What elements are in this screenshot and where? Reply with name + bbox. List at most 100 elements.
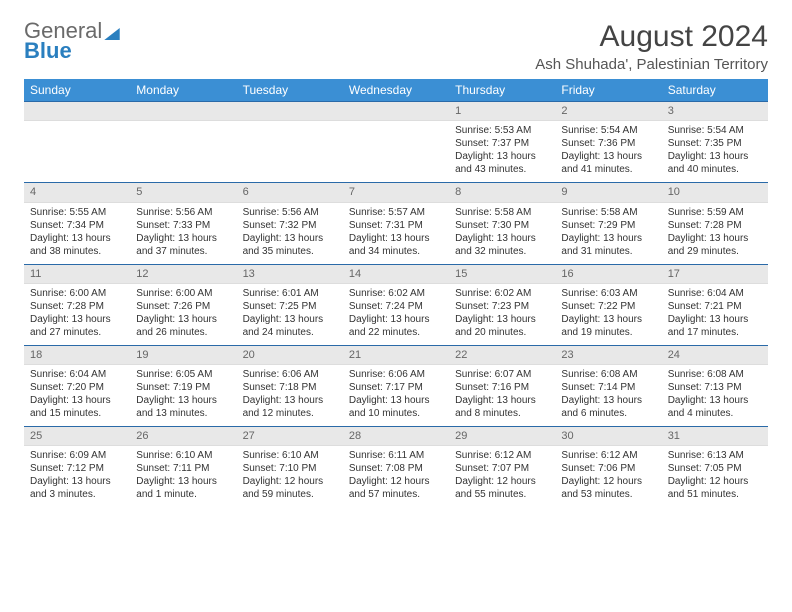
sunset-text: Sunset: 7:34 PM (30, 219, 124, 232)
sunset-text: Sunset: 7:16 PM (455, 381, 549, 394)
sunrise-text: Sunrise: 6:11 AM (349, 449, 443, 462)
day-number: 2 (555, 102, 661, 121)
day-body: Sunrise: 5:59 AMSunset: 7:28 PMDaylight:… (662, 203, 768, 264)
day-body: Sunrise: 6:06 AMSunset: 7:18 PMDaylight:… (237, 365, 343, 426)
daylight-text-1: Daylight: 12 hours (349, 475, 443, 488)
daylight-text-2: and 8 minutes. (455, 407, 549, 420)
day-cell: 1Sunrise: 5:53 AMSunset: 7:37 PMDaylight… (449, 102, 555, 183)
day-cell: 18Sunrise: 6:04 AMSunset: 7:20 PMDayligh… (24, 345, 130, 426)
day-number (24, 102, 130, 121)
sunset-text: Sunset: 7:29 PM (561, 219, 655, 232)
daylight-text-1: Daylight: 13 hours (349, 313, 443, 326)
sunset-text: Sunset: 7:36 PM (561, 137, 655, 150)
day-body: Sunrise: 6:10 AMSunset: 7:10 PMDaylight:… (237, 446, 343, 507)
sunrise-text: Sunrise: 6:09 AM (30, 449, 124, 462)
week-row: 25Sunrise: 6:09 AMSunset: 7:12 PMDayligh… (24, 427, 768, 508)
daylight-text-1: Daylight: 13 hours (136, 475, 230, 488)
daylight-text-2: and 17 minutes. (668, 326, 762, 339)
sunrise-text: Sunrise: 6:04 AM (30, 368, 124, 381)
sunrise-text: Sunrise: 5:54 AM (668, 124, 762, 137)
day-cell (24, 102, 130, 183)
daylight-text-2: and 4 minutes. (668, 407, 762, 420)
daylight-text-2: and 29 minutes. (668, 245, 762, 258)
day-cell: 5Sunrise: 5:56 AMSunset: 7:33 PMDaylight… (130, 183, 236, 264)
day-cell: 14Sunrise: 6:02 AMSunset: 7:24 PMDayligh… (343, 264, 449, 345)
day-number: 24 (662, 346, 768, 365)
col-friday: Friday (555, 79, 661, 102)
day-body: Sunrise: 5:54 AMSunset: 7:36 PMDaylight:… (555, 121, 661, 182)
sunrise-text: Sunrise: 6:08 AM (561, 368, 655, 381)
daylight-text-1: Daylight: 13 hours (668, 150, 762, 163)
day-number: 9 (555, 183, 661, 202)
day-body (343, 121, 449, 178)
day-cell: 17Sunrise: 6:04 AMSunset: 7:21 PMDayligh… (662, 264, 768, 345)
sunset-text: Sunset: 7:21 PM (668, 300, 762, 313)
day-body (24, 121, 130, 178)
day-body: Sunrise: 5:55 AMSunset: 7:34 PMDaylight:… (24, 203, 130, 264)
daylight-text-2: and 34 minutes. (349, 245, 443, 258)
month-title: August 2024 (535, 20, 768, 54)
daylight-text-1: Daylight: 13 hours (561, 313, 655, 326)
col-saturday: Saturday (662, 79, 768, 102)
day-number: 21 (343, 346, 449, 365)
day-number: 26 (130, 427, 236, 446)
day-body: Sunrise: 5:56 AMSunset: 7:32 PMDaylight:… (237, 203, 343, 264)
day-number: 17 (662, 265, 768, 284)
day-cell: 20Sunrise: 6:06 AMSunset: 7:18 PMDayligh… (237, 345, 343, 426)
daylight-text-1: Daylight: 13 hours (30, 232, 124, 245)
sunset-text: Sunset: 7:20 PM (30, 381, 124, 394)
day-body: Sunrise: 6:03 AMSunset: 7:22 PMDaylight:… (555, 284, 661, 345)
daylight-text-2: and 38 minutes. (30, 245, 124, 258)
day-body: Sunrise: 6:00 AMSunset: 7:28 PMDaylight:… (24, 284, 130, 345)
day-body: Sunrise: 6:01 AMSunset: 7:25 PMDaylight:… (237, 284, 343, 345)
day-number (343, 102, 449, 121)
calendar-table: Sunday Monday Tuesday Wednesday Thursday… (24, 79, 768, 507)
day-body: Sunrise: 6:12 AMSunset: 7:07 PMDaylight:… (449, 446, 555, 507)
daylight-text-1: Daylight: 12 hours (668, 475, 762, 488)
logo-triangle-icon (104, 28, 120, 40)
sunset-text: Sunset: 7:05 PM (668, 462, 762, 475)
daylight-text-1: Daylight: 13 hours (561, 394, 655, 407)
day-number: 23 (555, 346, 661, 365)
sunrise-text: Sunrise: 5:56 AM (136, 206, 230, 219)
sunrise-text: Sunrise: 5:54 AM (561, 124, 655, 137)
day-cell: 4Sunrise: 5:55 AMSunset: 7:34 PMDaylight… (24, 183, 130, 264)
daylight-text-1: Daylight: 12 hours (455, 475, 549, 488)
col-sunday: Sunday (24, 79, 130, 102)
day-cell: 27Sunrise: 6:10 AMSunset: 7:10 PMDayligh… (237, 427, 343, 508)
day-body: Sunrise: 6:04 AMSunset: 7:20 PMDaylight:… (24, 365, 130, 426)
sunrise-text: Sunrise: 6:00 AM (136, 287, 230, 300)
day-body: Sunrise: 5:58 AMSunset: 7:30 PMDaylight:… (449, 203, 555, 264)
day-cell: 7Sunrise: 5:57 AMSunset: 7:31 PMDaylight… (343, 183, 449, 264)
sunrise-text: Sunrise: 5:56 AM (243, 206, 337, 219)
day-cell: 28Sunrise: 6:11 AMSunset: 7:08 PMDayligh… (343, 427, 449, 508)
title-block: August 2024 Ash Shuhada', Palestinian Te… (535, 20, 768, 73)
sunset-text: Sunset: 7:22 PM (561, 300, 655, 313)
daylight-text-1: Daylight: 12 hours (243, 475, 337, 488)
sunset-text: Sunset: 7:06 PM (561, 462, 655, 475)
day-cell: 2Sunrise: 5:54 AMSunset: 7:36 PMDaylight… (555, 102, 661, 183)
sunrise-text: Sunrise: 6:06 AM (243, 368, 337, 381)
sunrise-text: Sunrise: 6:03 AM (561, 287, 655, 300)
day-body: Sunrise: 6:09 AMSunset: 7:12 PMDaylight:… (24, 446, 130, 507)
sunrise-text: Sunrise: 6:05 AM (136, 368, 230, 381)
sunrise-text: Sunrise: 6:02 AM (455, 287, 549, 300)
week-row: 11Sunrise: 6:00 AMSunset: 7:28 PMDayligh… (24, 264, 768, 345)
day-cell: 22Sunrise: 6:07 AMSunset: 7:16 PMDayligh… (449, 345, 555, 426)
sunset-text: Sunset: 7:18 PM (243, 381, 337, 394)
col-tuesday: Tuesday (237, 79, 343, 102)
day-body: Sunrise: 5:54 AMSunset: 7:35 PMDaylight:… (662, 121, 768, 182)
day-cell: 24Sunrise: 6:08 AMSunset: 7:13 PMDayligh… (662, 345, 768, 426)
day-body: Sunrise: 6:06 AMSunset: 7:17 PMDaylight:… (343, 365, 449, 426)
day-number: 6 (237, 183, 343, 202)
day-body: Sunrise: 5:56 AMSunset: 7:33 PMDaylight:… (130, 203, 236, 264)
day-number: 22 (449, 346, 555, 365)
day-number: 13 (237, 265, 343, 284)
sunset-text: Sunset: 7:33 PM (136, 219, 230, 232)
day-body (130, 121, 236, 178)
day-number: 1 (449, 102, 555, 121)
day-body: Sunrise: 6:12 AMSunset: 7:06 PMDaylight:… (555, 446, 661, 507)
daylight-text-1: Daylight: 13 hours (243, 313, 337, 326)
daylight-text-1: Daylight: 13 hours (349, 232, 443, 245)
sunrise-text: Sunrise: 6:12 AM (561, 449, 655, 462)
